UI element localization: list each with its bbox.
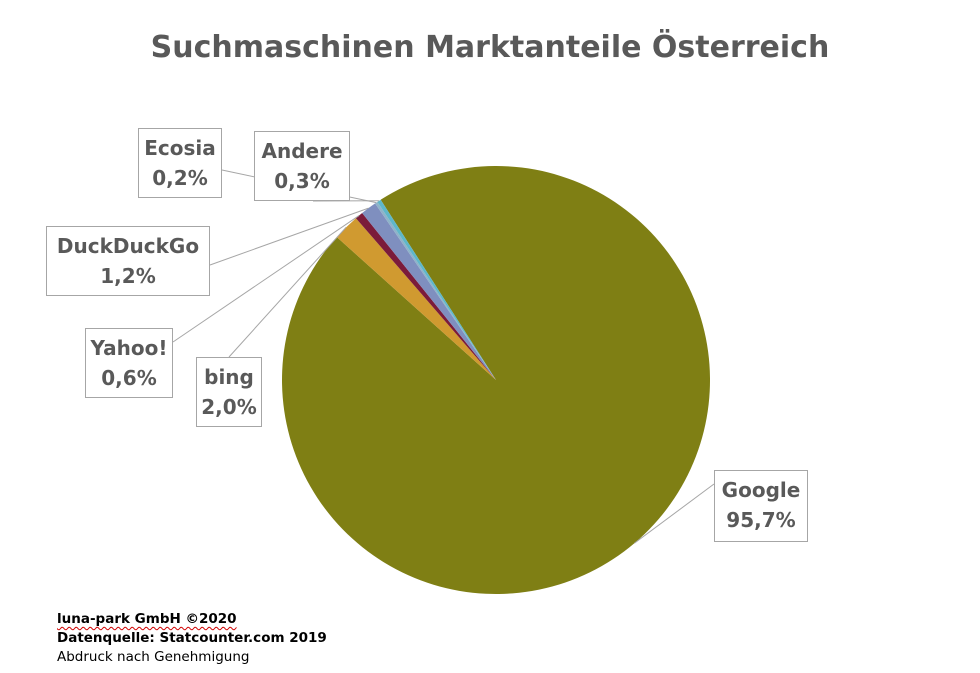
- data-label-value: 0,2%: [152, 166, 208, 190]
- pie-slice-ecosia: [375, 201, 496, 380]
- chart-footer: luna-park GmbH ©2020 Datenquelle: Statco…: [57, 610, 327, 667]
- pie-slice-duckduckgo: [362, 203, 496, 380]
- leader-line: [634, 483, 715, 544]
- data-label-value: 1,2%: [100, 264, 156, 288]
- leader-line: [209, 207, 369, 266]
- pie-slice-andere: [377, 199, 496, 380]
- data-label-value: 2,0%: [201, 395, 257, 419]
- pie-slices: [282, 166, 711, 595]
- chart-title: Suchmaschinen Marktanteile Österreich: [150, 30, 830, 65]
- data-label-yahoo: Yahoo! 0,6%: [85, 328, 173, 398]
- footer-company: luna-park GmbH ©2020: [57, 611, 237, 627]
- data-label-value: 0,6%: [101, 366, 157, 390]
- pie-slice-bing: [336, 218, 496, 380]
- data-label-name: DuckDuckGo: [56, 234, 200, 258]
- data-label-name: Google: [721, 478, 801, 502]
- data-label-duckduckgo: DuckDuckGo 1,2%: [46, 226, 210, 296]
- leader-line: [228, 226, 347, 358]
- leader-line: [172, 215, 360, 343]
- data-label-andere: Andere 0,3%: [254, 131, 350, 201]
- data-label-name: Ecosia: [144, 136, 216, 160]
- data-label-name: bing: [204, 365, 254, 389]
- data-label-name: Yahoo!: [90, 336, 168, 360]
- data-label-bing: bing 2,0%: [196, 357, 262, 427]
- footer-source: Datenquelle: Statcounter.com 2019: [57, 630, 327, 646]
- pie-slice-yahoo: [355, 213, 496, 380]
- data-label-value: 0,3%: [274, 169, 330, 193]
- data-label-ecosia: Ecosia 0,2%: [138, 128, 222, 198]
- data-label-value: 95,7%: [726, 508, 796, 532]
- data-label-google: Google 95,7%: [714, 470, 808, 542]
- data-label-name: Andere: [261, 139, 343, 163]
- pie-slice-google: [282, 166, 711, 595]
- footer-note: Abdruck nach Genehmigung: [57, 649, 250, 665]
